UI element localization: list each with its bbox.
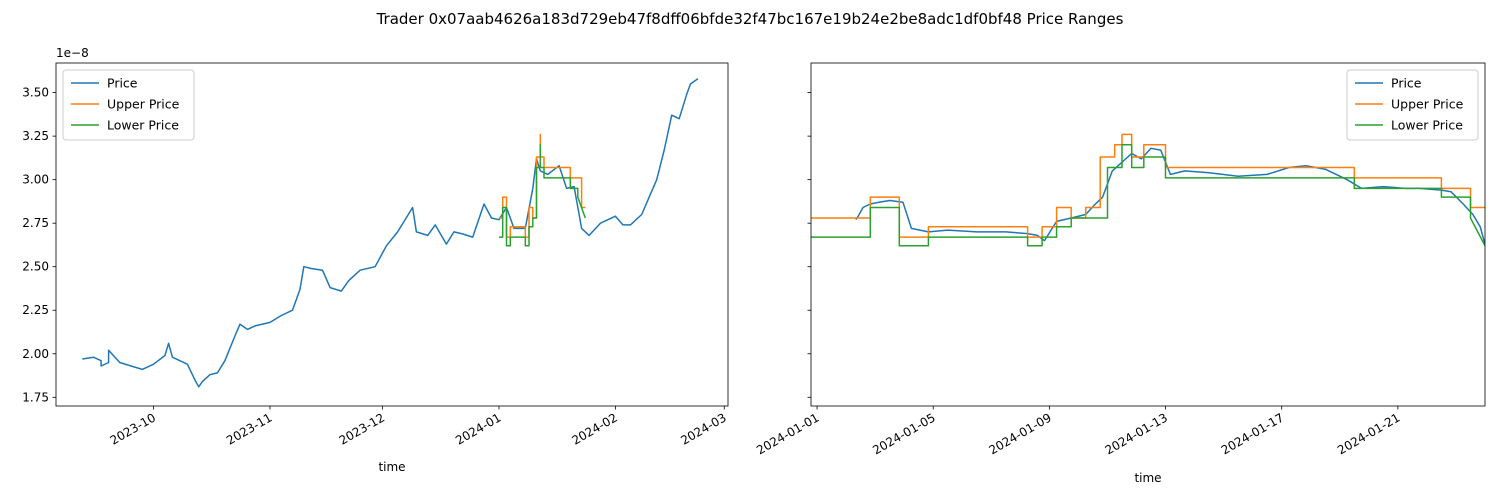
right-x-tick-label: 2024-01-05 [870, 410, 937, 457]
left-legend-label-lower-price: Lower Price [107, 118, 179, 133]
right-chart-panel: 2024-01-01 2024-01-05 2024-01-09 2024-01-13… [754, 62, 1486, 485]
left-y-tick-label: 2.75 [22, 216, 49, 230]
left-y-tick-label: 3.50 [22, 86, 49, 100]
left-legend-label-upper-price: Upper Price [107, 97, 180, 112]
left-y-tick-label: 2.25 [22, 303, 49, 317]
left-x-tick-label: 2023-10 [108, 410, 158, 447]
left-y-tick-label: 1.75 [22, 390, 49, 404]
right-x-tick-label: 2024-01-13 [1103, 410, 1170, 457]
left-x-tick-label: 2023-11 [224, 410, 274, 447]
left-y-offset-label: 1e−8 [56, 46, 89, 60]
left-y-tick-label: 2.00 [22, 347, 49, 361]
left-chart-panel: 1.75 2.00 2.25 2.50 2.75 3.00 3.25 3.50 1e−8 2023… [22, 46, 728, 474]
left-x-tick-label: 2024-03 [678, 410, 728, 447]
right-x-axis-title: time [1134, 471, 1161, 485]
left-legend: Price Upper Price Lower Price [62, 69, 195, 141]
right-legend-label-price: Price [1391, 76, 1422, 91]
right-x-tick-label: 2024-01-21 [1335, 410, 1402, 457]
right-legend: Price Upper Price Lower Price [1346, 69, 1479, 141]
left-series-price-line [82, 78, 699, 388]
right-series-upper-price-line [811, 133, 1485, 238]
right-series-price-line [855, 147, 1485, 245]
right-legend-box [1346, 69, 1479, 141]
left-y-tick-label: 3.00 [22, 173, 49, 187]
left-x-tick-label: 2024-02 [569, 410, 619, 447]
left-legend-label-price: Price [107, 76, 138, 91]
right-legend-label-lower-price: Lower Price [1391, 118, 1463, 133]
right-axes-frame [810, 62, 1486, 407]
left-series-lower-price-line [499, 144, 587, 247]
right-series-lower-price-line [811, 144, 1485, 247]
right-series-group [811, 133, 1485, 247]
right-x-tick-label: 2024-01-09 [986, 410, 1053, 457]
left-y-tick-label: 2.50 [22, 260, 49, 274]
right-x-tick-label: 2024-01-17 [1219, 410, 1286, 457]
left-x-tick-label: 2023-12 [337, 410, 387, 447]
left-axes-frame [55, 62, 729, 407]
left-legend-box [62, 69, 195, 141]
left-x-axis-title: time [378, 460, 405, 474]
right-x-tick-label: 2024-01-01 [754, 410, 821, 457]
figure-title: Trader 0x07aab4626a183d729eb47f8dff06bfd… [376, 10, 1124, 28]
left-y-tick-label: 3.25 [22, 129, 49, 143]
left-series-group [82, 78, 699, 388]
left-x-tick-label: 2024-01 [453, 410, 503, 447]
right-legend-label-upper-price: Upper Price [1391, 97, 1464, 112]
